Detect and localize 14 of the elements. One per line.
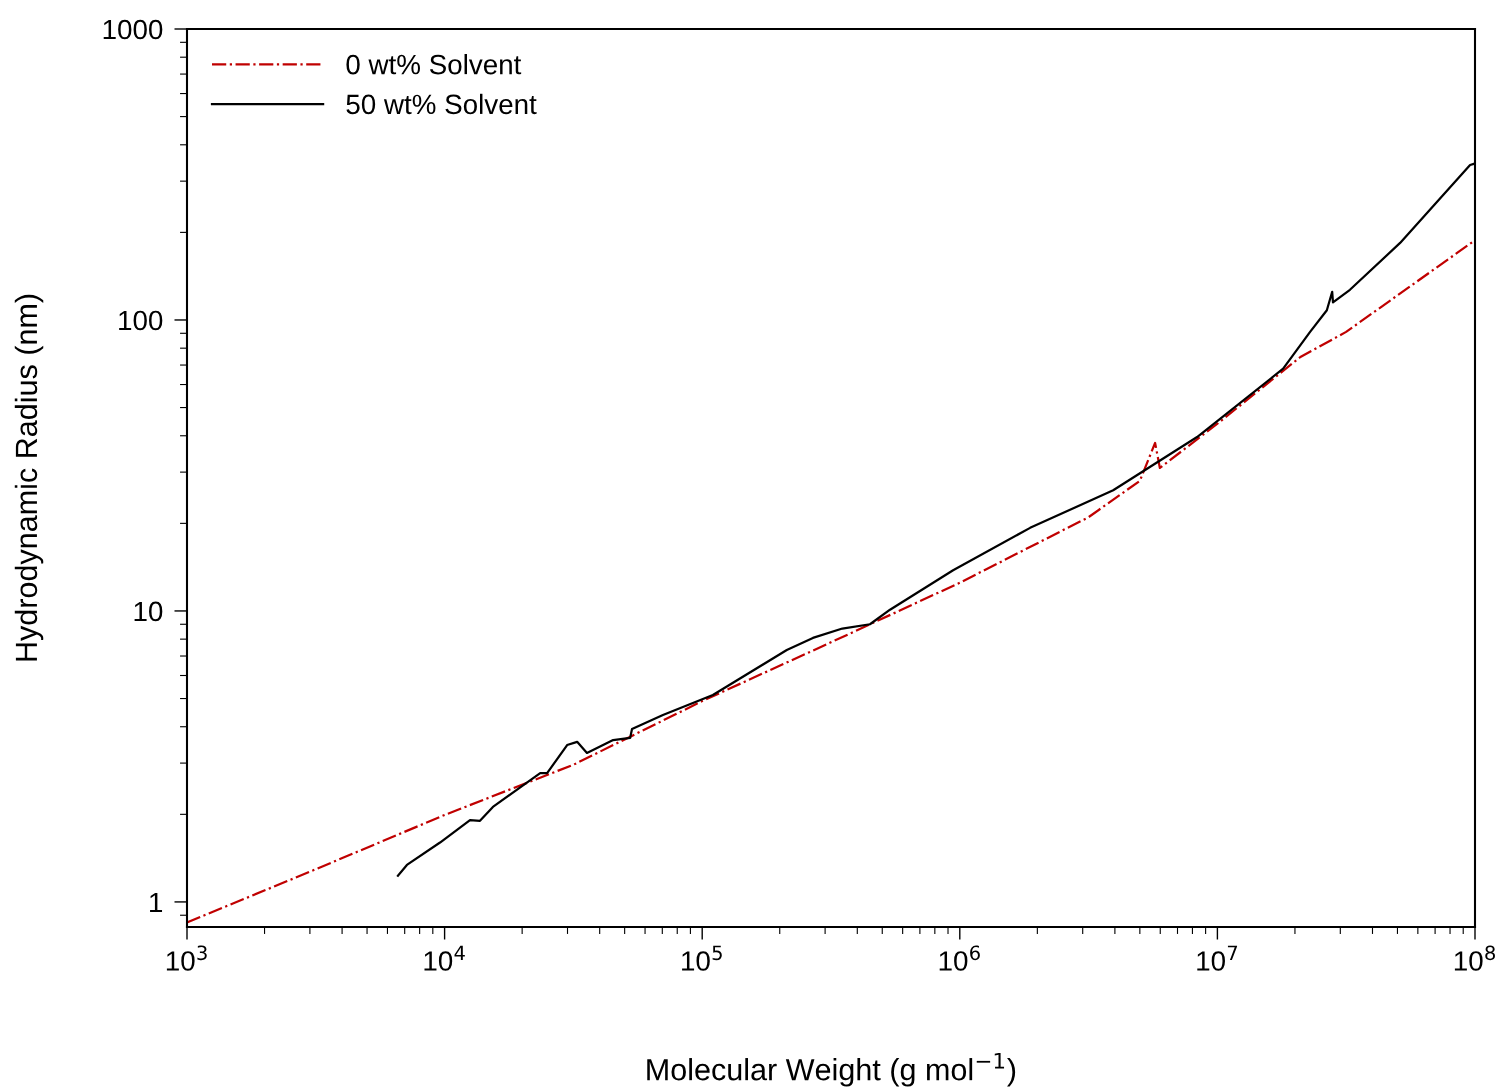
x-axis-title: Molecular Weight (g mol$^{−1}$)	[647, 1052, 1016, 1087]
x-tick-label: 10$^{6}$	[939, 945, 980, 971]
x-tick-label: 10$^{8}$	[1454, 945, 1495, 971]
legend-label: 0 wt% Solvent	[346, 54, 522, 75]
y-tick-label: 100	[119, 310, 163, 331]
x-tick-label: 10$^{3}$	[166, 945, 207, 971]
x-tick-label: 10$^{4}$	[424, 945, 465, 971]
y-tick-label: 10	[134, 601, 163, 622]
x-tick-label: 10$^{7}$	[1197, 945, 1238, 971]
legend-label: 50 wt% Solvent	[346, 93, 537, 115]
x-tick-label: 10$^{5}$	[682, 945, 722, 971]
y-tick-label: 1000	[103, 19, 163, 40]
y-tick-label: 1	[150, 892, 163, 912]
y-axis-title: Hydrodynamic Radius (nm)	[14, 294, 44, 661]
